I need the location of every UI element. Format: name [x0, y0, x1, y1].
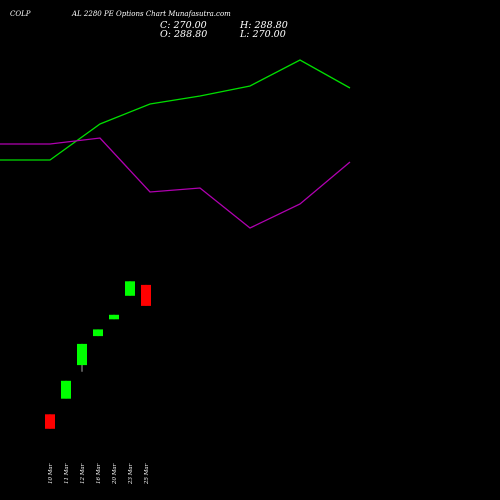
candle-body: [61, 380, 71, 399]
x-tick-label: 11 Mar: [64, 463, 70, 484]
low-value: L: 270.00: [239, 29, 286, 40]
chart-title-right: AL 2280 PE Options Chart Munafasutra.com: [71, 10, 231, 18]
candle-16-mar: [93, 329, 103, 337]
high-value: H: 288.80: [239, 20, 288, 31]
indicator-lines: [0, 59, 351, 229]
open-value: O: 288.80: [160, 29, 207, 40]
candle-10-mar: [45, 414, 55, 429]
x-tick-label: 23 Mar: [128, 463, 134, 485]
candle-12-mar: [77, 343, 87, 372]
x-tick-label: 16 Mar: [96, 463, 102, 484]
indicator-line-2: [0, 137, 351, 229]
x-tick-label: 20 Mar: [112, 463, 118, 485]
x-axis-labels: 10 Mar 11 Mar 12 Mar 16 Mar 20 Mar 23 Mar 25 M…: [48, 463, 150, 485]
close-value: C: 270.00: [160, 20, 207, 31]
candle-20-mar: [109, 314, 119, 320]
chart-title-left: COLP: [10, 10, 31, 18]
candle-23-mar: [125, 281, 135, 296]
candle-body: [109, 314, 119, 320]
candle-body: [77, 343, 87, 366]
candle-body: [45, 414, 55, 429]
candle-body: [141, 284, 151, 306]
x-tick-label: 10 Mar: [48, 463, 54, 484]
x-tick-label: 25 Mar: [144, 463, 150, 485]
candle-body: [125, 281, 135, 296]
x-tick-label: 12 Mar: [80, 463, 86, 484]
candle-body: [93, 329, 103, 337]
candle-11-mar: [61, 380, 71, 399]
indicator-line-1: [0, 59, 351, 161]
candle-25-mar: [141, 284, 151, 306]
candles: [45, 281, 151, 429]
